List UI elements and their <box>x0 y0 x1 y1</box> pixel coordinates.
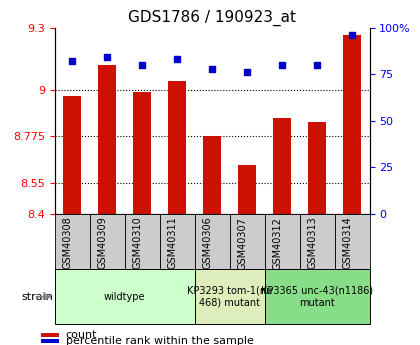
Bar <box>89 214 125 269</box>
Bar <box>194 214 230 269</box>
Text: KP3365 unc-43(n1186)
mutant: KP3365 unc-43(n1186) mutant <box>261 286 373 307</box>
Point <box>139 62 145 68</box>
Text: wildtype: wildtype <box>104 292 145 302</box>
Bar <box>168 81 186 214</box>
Text: GSM40307: GSM40307 <box>237 217 247 269</box>
Bar <box>239 165 256 214</box>
Point <box>349 32 355 38</box>
Bar <box>125 214 160 269</box>
Bar <box>134 92 151 214</box>
Bar <box>299 214 335 269</box>
Point <box>69 58 76 64</box>
Bar <box>273 118 291 214</box>
Bar <box>335 214 370 269</box>
Bar <box>344 35 361 214</box>
Text: strain: strain <box>21 292 53 302</box>
Text: GSM40313: GSM40313 <box>307 217 317 269</box>
Bar <box>160 214 194 269</box>
Bar <box>41 333 59 337</box>
Bar <box>265 214 299 269</box>
Bar <box>203 136 221 214</box>
Text: GSM40314: GSM40314 <box>342 217 352 269</box>
Text: KP3293 tom-1(nu
468) mutant: KP3293 tom-1(nu 468) mutant <box>187 286 272 307</box>
Bar <box>55 269 194 324</box>
Text: percentile rank within the sample: percentile rank within the sample <box>66 336 254 345</box>
Text: GSM40311: GSM40311 <box>167 217 177 269</box>
Bar <box>230 214 265 269</box>
Bar <box>194 269 265 324</box>
Bar <box>63 96 81 214</box>
Point <box>314 62 320 68</box>
Bar <box>41 339 59 343</box>
Text: GSM40306: GSM40306 <box>202 217 212 269</box>
Point <box>174 57 181 62</box>
Text: GSM40308: GSM40308 <box>62 217 72 269</box>
Point <box>104 55 110 60</box>
Bar <box>265 269 370 324</box>
Bar <box>308 122 326 214</box>
Bar <box>55 214 89 269</box>
Point <box>209 66 215 71</box>
Text: GSM40309: GSM40309 <box>97 217 107 269</box>
Point <box>279 62 286 68</box>
Point <box>244 70 250 75</box>
Text: GSM40312: GSM40312 <box>272 217 282 269</box>
Text: count: count <box>66 330 97 340</box>
Text: GSM40310: GSM40310 <box>132 217 142 269</box>
Title: GDS1786 / 190923_at: GDS1786 / 190923_at <box>128 10 296 26</box>
Bar <box>98 65 116 214</box>
